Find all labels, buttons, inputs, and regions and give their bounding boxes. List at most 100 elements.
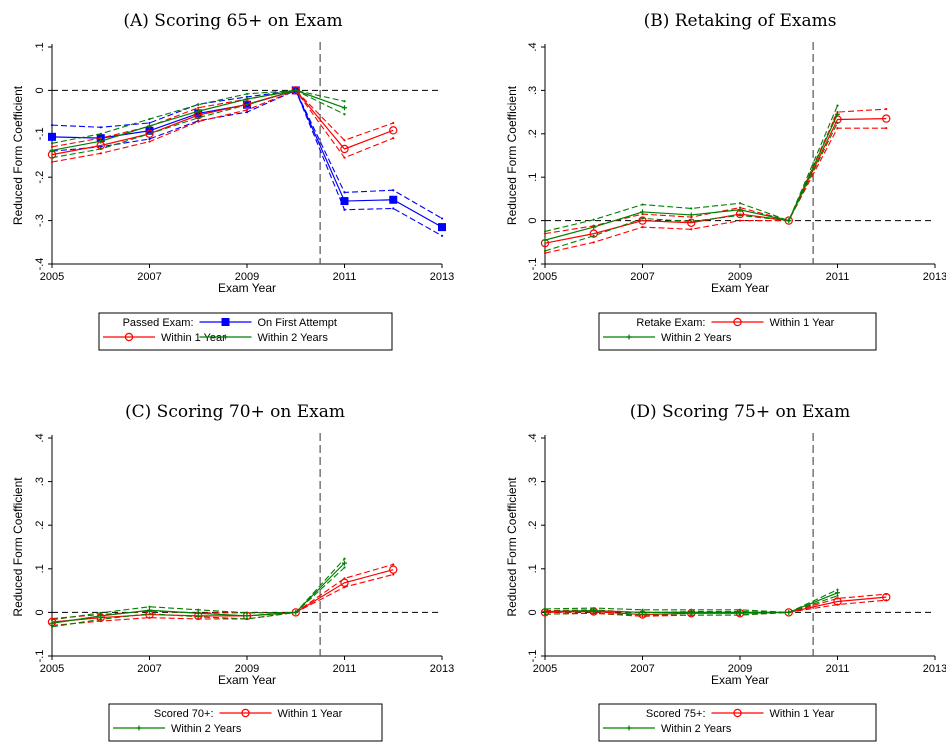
ci-upper-point [343,191,346,194]
series-line [51,89,394,156]
x-axis-title: Exam Year [711,673,769,687]
data-point [882,592,891,602]
data-point [591,608,597,614]
data-point [389,195,398,204]
ci-lower-point [738,219,742,222]
ci-upper-line [544,593,887,614]
data-point [98,613,104,619]
ci-lower-point [392,573,395,576]
ci-lower-line [51,573,394,627]
ci-lower-point [148,140,151,143]
ci-lower-point [148,132,151,135]
ci-upper-point [50,618,54,621]
data-point [640,209,645,215]
x-tick-label: 2009 [235,271,259,283]
data-point [195,108,201,114]
legend-title: Scored 70+: [154,708,214,720]
ci-upper-point [148,605,151,608]
y-tick-label: -.1 [527,258,539,271]
data-point [244,96,250,102]
y-tick-label: 0 [34,609,46,615]
legend-label: Within 2 Years [661,723,732,735]
data-point [293,609,299,615]
x-tick-label: 2007 [137,271,161,283]
ci-lower-point [543,249,547,253]
x-tick-label: 2011 [826,271,850,283]
legend-label: Within 2 Years [171,723,242,735]
ci-lower-point [690,228,693,231]
y-tick-label: .1 [527,173,539,182]
ci-lower-point [343,156,346,159]
data-point [638,216,647,225]
panel-title: (C) Scoring 70+ on Exam [125,402,345,422]
ci-lower-point [836,127,839,130]
legend-label: Within 2 Years [258,332,329,344]
ci-lower-line [544,122,838,252]
ci-lower-point [392,207,395,210]
legend-key-marker [124,332,134,342]
series-line [544,596,887,616]
x-tick-label: 2013 [430,271,454,283]
legend-box [598,312,877,351]
ci-lower-point [99,145,102,148]
ci-upper-point [836,104,839,107]
data-point [342,105,347,111]
ci-lower-point [343,113,346,116]
ci-upper-point [197,106,200,109]
y-axis-title: Reduced Form Coefficient [11,85,25,225]
y-tick-label: .4 [527,42,539,51]
legend-box [98,312,393,351]
ci-lower-point [343,566,346,569]
ci-upper-point [50,124,54,127]
ci-lower-point [440,234,444,237]
ci-lower-point [245,111,249,114]
data-point [147,607,152,613]
x-tick-label: 2013 [430,663,454,675]
series [540,107,891,255]
y-tick-label: -.1 [527,650,539,663]
ci-lower-point [641,226,644,229]
ci-lower-point [245,108,249,112]
data-point [786,218,792,224]
y-tick-label: .4 [34,433,46,442]
ci-upper-point [690,207,693,210]
ci-lower-point [641,217,644,220]
data-point [293,87,299,93]
data-point [145,129,154,138]
ci-upper-point [245,92,249,95]
y-tick-label: -.3 [34,214,46,227]
ci-lower-point [50,160,54,164]
x-tick-label: 2011 [333,663,357,675]
data-point [688,212,694,218]
ci-lower-point [245,617,249,621]
ci-lower-point [50,625,54,628]
ci-upper-point [343,557,346,560]
legend-title: Passed Exam: [123,317,194,329]
x-axis-title: Exam Year [218,281,276,295]
data-point [49,620,55,626]
ci-upper-point [543,230,547,233]
data-point [195,610,201,616]
ci-lower-point [592,234,595,237]
legend-key-marker [626,725,632,731]
y-tick-label: .2 [34,521,46,530]
y-tick-label: .1 [34,42,46,51]
ci-lower-point [197,120,200,123]
ci-lower-point [197,615,200,618]
legend-title: Scored 75+: [646,708,706,720]
ci-upper-point [392,121,395,125]
data-point [340,144,349,154]
x-tick-label: 2011 [826,663,850,675]
panel-title: (D) Scoring 75+ on Exam [630,402,851,422]
x-tick-label: 2013 [923,663,946,675]
y-tick-label: -.2 [34,171,46,184]
series [542,588,840,617]
ci-upper-point [99,132,102,135]
legend-label: Within 2 Years [661,332,732,344]
ci-upper-point [836,588,839,591]
ci-upper-point [440,217,444,220]
ci-lower-point [690,220,693,223]
ci-upper-point [343,100,346,103]
ci-upper-point [392,189,395,192]
